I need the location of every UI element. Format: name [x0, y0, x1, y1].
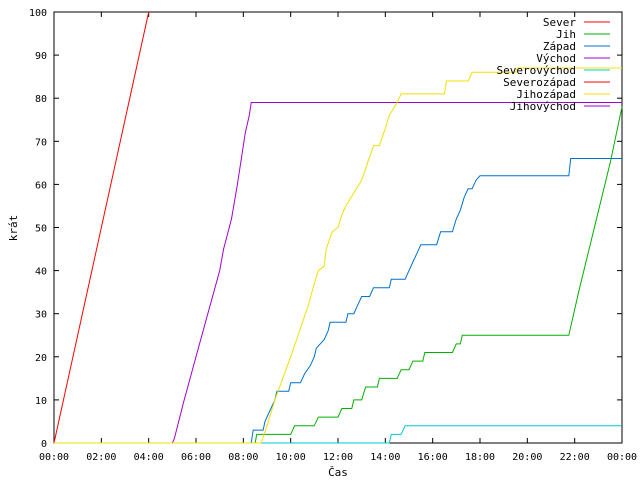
y-tick-label: 10 [35, 396, 47, 407]
legend: SeverJihZápadVýchodSeverovýchodSeverozáp… [497, 16, 610, 113]
x-tick-label: 00:00 [607, 452, 637, 463]
series-line-jihozapad [54, 67, 622, 444]
x-tick-label: 20:00 [512, 452, 542, 463]
legend-label-jihovychod: Jihovýchod [510, 100, 576, 113]
legend-label-zapad: Západ [543, 40, 576, 53]
legend-label-sever: Sever [543, 16, 576, 29]
y-tick-label: 70 [35, 137, 47, 148]
x-axis-title: Čas [328, 466, 348, 479]
x-axis-ticks: 00:00 02:00 04:00 06:00 08:00 10:00 12:00 14:00… [39, 12, 637, 463]
series-line-severovychod [54, 425, 622, 444]
y-tick-label: 100 [29, 8, 47, 19]
x-tick-label: 04:00 [134, 452, 164, 463]
x-tick-label: 02:00 [86, 452, 116, 463]
legend-label-jih: Jih [556, 28, 576, 41]
y-tick-label: 80 [35, 94, 47, 105]
series-line-zapad [54, 158, 622, 444]
legend-label-severovychod: Severovýchod [497, 64, 576, 77]
series-line-sever [53, 11, 150, 444]
x-tick-label: 00:00 [39, 452, 69, 463]
x-tick-label: 06:00 [181, 452, 211, 463]
series-layer [53, 11, 623, 444]
y-tick-label: 30 [35, 310, 47, 321]
legend-label-severozapad: Severozápad [503, 76, 576, 89]
series-line-jih [54, 106, 623, 444]
y-tick-label: 40 [35, 267, 47, 278]
y-tick-label: 60 [35, 180, 47, 191]
legend-label-jihozapad: Jihozápad [516, 88, 576, 101]
x-tick-label: 10:00 [276, 452, 306, 463]
x-tick-label: 22:00 [560, 452, 590, 463]
x-tick-label: 08:00 [228, 452, 258, 463]
x-tick-label: 16:00 [418, 452, 448, 463]
series-line-vychod [54, 102, 622, 444]
y-axis-ticks: 0 10 20 30 40 50 60 70 80 90 100 [29, 8, 622, 450]
legend-label-vychod: Východ [536, 52, 576, 65]
x-tick-label: 12:00 [323, 452, 353, 463]
y-tick-label: 50 [35, 224, 47, 235]
y-tick-label: 20 [35, 353, 47, 364]
y-tick-label: 90 [35, 51, 47, 62]
x-tick-label: 18:00 [465, 452, 495, 463]
x-tick-label: 14:00 [370, 452, 400, 463]
y-axis-title: krát [7, 215, 20, 242]
y-tick-label: 0 [41, 439, 47, 450]
